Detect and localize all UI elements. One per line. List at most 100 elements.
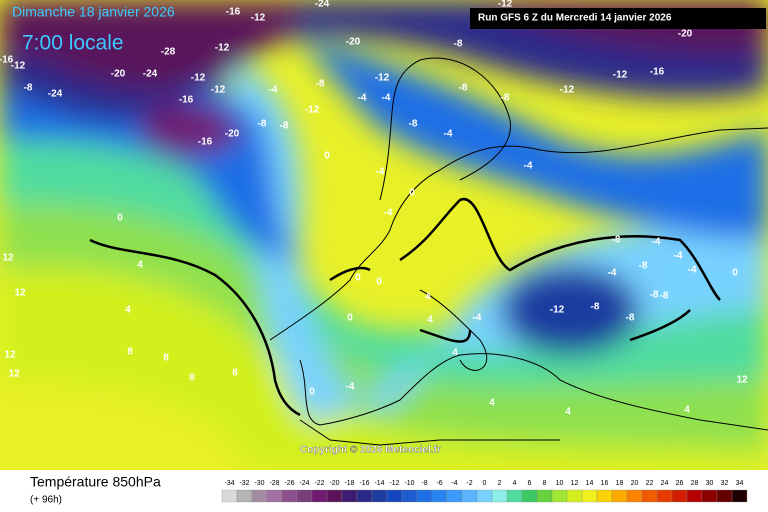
- colorbar-label: 8: [543, 480, 547, 487]
- colorbar-label: 30: [706, 480, 714, 487]
- contour-label: -12: [211, 85, 226, 96]
- contour-label: 0: [355, 273, 361, 284]
- colorbar-swatch: [476, 489, 493, 503]
- contour-label: -12: [305, 105, 320, 116]
- colorbar-swatch: [251, 489, 268, 503]
- colorbar-label: 4: [513, 480, 517, 487]
- colorbar-label: -30: [254, 480, 264, 487]
- run-info: Run GFS 6 Z du Mercredi 14 janvier 2026: [478, 13, 672, 24]
- contour-label: -8: [409, 119, 418, 130]
- colorbar-label: -32: [239, 480, 249, 487]
- colorbar-label: -2: [466, 480, 472, 487]
- colorbar-label: 22: [646, 480, 654, 487]
- colorbar-label: 14: [586, 480, 594, 487]
- colorbar-swatch: [641, 489, 658, 503]
- colorbar-swatch: [281, 489, 298, 503]
- contour-label: -20: [225, 129, 240, 140]
- colorbar-label: 32: [721, 480, 729, 487]
- contour-label: 4: [425, 292, 431, 303]
- contour-label: -16: [650, 67, 665, 78]
- contour-label: -8: [258, 119, 267, 130]
- colorbar-swatch: [371, 489, 388, 503]
- contour-label: 4: [427, 315, 433, 326]
- colorbar-label: 10: [556, 480, 564, 487]
- contour-label: -8: [660, 291, 669, 302]
- colorbar-swatch: [701, 489, 718, 503]
- colorbar-swatch: [521, 489, 538, 503]
- contour-label: -8: [459, 83, 468, 94]
- contour-label: -4: [473, 313, 482, 324]
- contour-label: -20: [111, 69, 126, 80]
- coastlines: [269, 57, 768, 446]
- contour-label: -16: [0, 55, 14, 66]
- contour-label: 4: [489, 398, 495, 409]
- colorbar-label: 6: [528, 480, 532, 487]
- contour-label: -8: [501, 93, 510, 104]
- contour-label: 12: [2, 253, 14, 264]
- colorbar-label: -26: [284, 480, 294, 487]
- contour-label: -24: [143, 69, 158, 80]
- contour-label: -4: [269, 85, 278, 96]
- contour-label: -12: [215, 43, 230, 54]
- contour-label: -8: [280, 121, 289, 132]
- contour-label: -12: [11, 61, 26, 72]
- contour-label: -4: [346, 382, 355, 393]
- contour-label: 0: [347, 313, 353, 324]
- contour-label: -16: [226, 7, 241, 18]
- contour-label: 8: [232, 368, 238, 379]
- contour-label: -4: [524, 161, 533, 172]
- contour-label: -8: [650, 290, 659, 301]
- colorbar-swatch: [431, 489, 448, 503]
- colorbar-label: -4: [451, 480, 457, 487]
- colorbar: -34 -32 -30 -28 -26 -24 -22 -20 -18 -16 -14 -12 -10-…: [221, 480, 748, 503]
- contour-label: 0: [117, 213, 123, 224]
- colorbar-swatch: [266, 489, 283, 503]
- colorbar-label: 16: [601, 480, 609, 487]
- colorbar-label: 34: [736, 480, 744, 487]
- contour-label: 0: [409, 188, 415, 199]
- colorbar-label: 18: [616, 480, 624, 487]
- contour-label: 4: [137, 260, 143, 271]
- contour-label: -24: [315, 0, 330, 10]
- contour-label: -4: [376, 167, 385, 178]
- colorbar-label: -20: [329, 480, 339, 487]
- colorbar-label: -10: [404, 480, 414, 487]
- contour-label: -12: [613, 70, 628, 81]
- colorbar-swatch: [416, 489, 433, 503]
- colorbar-swatch: [311, 489, 328, 503]
- contour-label: -12: [375, 73, 390, 84]
- colorbar-swatch: [581, 489, 598, 503]
- colorbar-swatch: [386, 489, 403, 503]
- contour-label: 12: [4, 350, 16, 361]
- contour-label: -8: [454, 39, 463, 50]
- colorbar-label: -6: [436, 480, 442, 487]
- colorbar-label: -28: [269, 480, 279, 487]
- contour-label: -4: [382, 93, 391, 104]
- contour-label: -12: [550, 305, 565, 316]
- colorbar-swatch: [716, 489, 733, 503]
- contour-label: 8: [127, 347, 133, 358]
- colorbar-label: -24: [299, 480, 309, 487]
- colorbar-label: -14: [374, 480, 384, 487]
- contour-labels: -16-12-24-20 -8-12-20-12 -16-16-12-20 -24-2…: [0, 0, 748, 418]
- contour-label: -8: [612, 235, 621, 246]
- contour-label: 0: [376, 277, 382, 288]
- contour-label: -12: [251, 13, 266, 24]
- contour-label: -4: [358, 93, 367, 104]
- contour-label: -16: [198, 137, 213, 148]
- copyright: Copyright © 2026 Meteociel.fr: [300, 445, 441, 456]
- contour-label: -4: [608, 268, 617, 279]
- contour-label: 8: [189, 373, 195, 384]
- contour-label: -4: [444, 129, 453, 140]
- contour-label: -28: [161, 47, 176, 58]
- contour-label: 12: [736, 375, 748, 386]
- colorbar-swatch: [551, 489, 568, 503]
- contour-label: 4: [684, 405, 690, 416]
- contour-label: -20: [678, 29, 693, 40]
- colorbar-swatch: [491, 489, 508, 503]
- colorbar-swatch: [626, 489, 643, 503]
- colorbar-swatch: [461, 489, 478, 503]
- colorbar-swatch: [596, 489, 613, 503]
- contour-label: -4: [688, 265, 697, 276]
- colorbar-swatch: [686, 489, 703, 503]
